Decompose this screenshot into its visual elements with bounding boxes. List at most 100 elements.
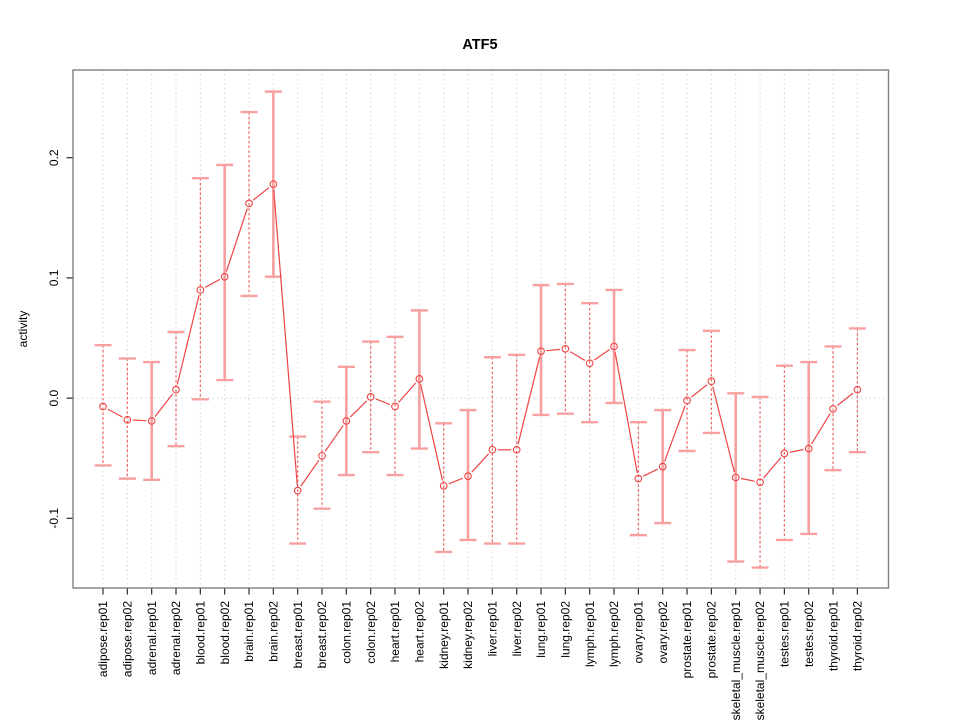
x-tick-label: adrenal.rep01 — [145, 601, 159, 675]
x-tick-label: lung.rep02 — [559, 601, 573, 658]
data-point — [731, 473, 740, 482]
x-tick-label: colon.rep02 — [364, 601, 378, 664]
series-segment — [546, 348, 560, 352]
x-tick-label: liver.rep01 — [486, 601, 500, 657]
series-segment — [569, 351, 586, 361]
series-segment — [712, 386, 735, 473]
y-tick-label: -0.1 — [47, 508, 61, 529]
series-segment — [132, 419, 147, 422]
x-tick-label: brain.rep01 — [242, 601, 256, 662]
x-tick-label: blood.rep01 — [194, 601, 208, 665]
x-tick-label: kidney.rep01 — [437, 601, 451, 669]
data-point — [293, 486, 302, 495]
series-segment — [273, 189, 298, 486]
series-segment — [398, 382, 417, 403]
data-point — [245, 199, 253, 208]
series-segment — [811, 413, 831, 445]
x-tick-label: heart.rep01 — [388, 601, 402, 663]
series-segment — [789, 449, 804, 453]
series-segment — [154, 393, 174, 417]
data-point — [391, 402, 399, 411]
x-tick-label: skeletal_muscle.rep02 — [753, 601, 767, 720]
data-point — [829, 405, 837, 413]
x-tick-label: adrenal.rep02 — [169, 601, 183, 675]
series-segment — [593, 349, 610, 361]
x-tick-label: thyroid.rep01 — [826, 601, 840, 671]
series-segment — [614, 351, 638, 474]
series-segment — [349, 400, 368, 418]
data-point — [658, 462, 667, 471]
series-segment — [324, 425, 344, 452]
x-tick-label: lymph.rep02 — [607, 601, 621, 667]
x-tick-label: kidney.rep02 — [461, 601, 475, 669]
x-tick-label: breast.rep01 — [291, 601, 305, 669]
x-tick-label: colon.rep01 — [340, 601, 354, 664]
plot-border — [72, 69, 890, 589]
data-point — [172, 385, 180, 394]
data-point — [780, 449, 789, 458]
y-tick-label: 0.0 — [47, 389, 61, 406]
x-tick-label: thyroid.rep02 — [851, 601, 865, 671]
data-point — [756, 478, 764, 487]
series-segment — [836, 392, 854, 406]
data-point — [318, 451, 326, 460]
x-tick-label: blood.rep02 — [218, 601, 232, 665]
data-point — [537, 347, 545, 356]
y-tick-label: 0.1 — [47, 269, 61, 286]
data-point — [804, 444, 813, 453]
series-segment — [643, 468, 659, 477]
series-segment — [664, 405, 686, 462]
x-tick-label: lung.rep01 — [534, 601, 548, 658]
data-point — [853, 385, 862, 394]
x-tick-label: adipose.rep01 — [96, 601, 110, 677]
series-segment — [471, 453, 490, 473]
data-point — [415, 375, 424, 383]
y-axis-label: activity — [16, 311, 30, 348]
series-segment — [176, 295, 200, 385]
series-segment — [107, 408, 123, 418]
data-point — [610, 342, 618, 351]
data-point — [196, 286, 205, 294]
chart-generated-content: -0.1 0.0 0.1 0.2 adipose.rep01 adipose.rep02 a… — [47, 69, 890, 720]
data-point — [123, 415, 132, 424]
x-tick-label: liver.rep02 — [510, 601, 524, 657]
data-point — [366, 393, 375, 401]
x-tick-label: brain.rep02 — [267, 601, 281, 662]
series-segment — [252, 187, 270, 201]
data-point — [683, 396, 691, 405]
data-point — [342, 417, 351, 425]
series-segment — [419, 384, 444, 481]
data-point — [512, 445, 521, 454]
series-segment — [763, 457, 782, 479]
series-segment — [375, 398, 391, 406]
x-tick-label: skeletal_muscle.rep01 — [729, 601, 743, 720]
data-point — [269, 180, 278, 189]
data-point — [220, 272, 229, 281]
x-tick-label: prostate.rep02 — [705, 601, 719, 679]
y-tick-label: 0.2 — [47, 149, 61, 166]
x-tick-label: adipose.rep02 — [121, 601, 135, 677]
series-segment — [690, 384, 708, 398]
data-point — [707, 377, 716, 386]
x-tick-label: breast.rep02 — [315, 601, 329, 669]
x-tick-label: heart.rep02 — [413, 601, 427, 663]
x-tick-label: testes.rep01 — [778, 601, 792, 667]
data-point — [464, 472, 472, 481]
series-segment — [448, 477, 464, 485]
x-tick-label: lymph.rep01 — [583, 601, 597, 667]
x-tick-label: ovary.rep01 — [632, 601, 646, 664]
data-point — [488, 445, 497, 454]
data-point — [147, 417, 156, 425]
data-point — [99, 402, 107, 411]
chart-title: ATF5 — [462, 37, 497, 53]
data-point — [585, 359, 594, 368]
x-tick-label: prostate.rep01 — [680, 601, 694, 679]
x-tick-label: testes.rep02 — [802, 601, 816, 667]
data-point — [634, 474, 643, 483]
series-segment — [225, 208, 248, 272]
data-point — [439, 481, 448, 490]
x-tick-label: ovary.rep02 — [656, 601, 670, 664]
data-point — [561, 344, 570, 353]
